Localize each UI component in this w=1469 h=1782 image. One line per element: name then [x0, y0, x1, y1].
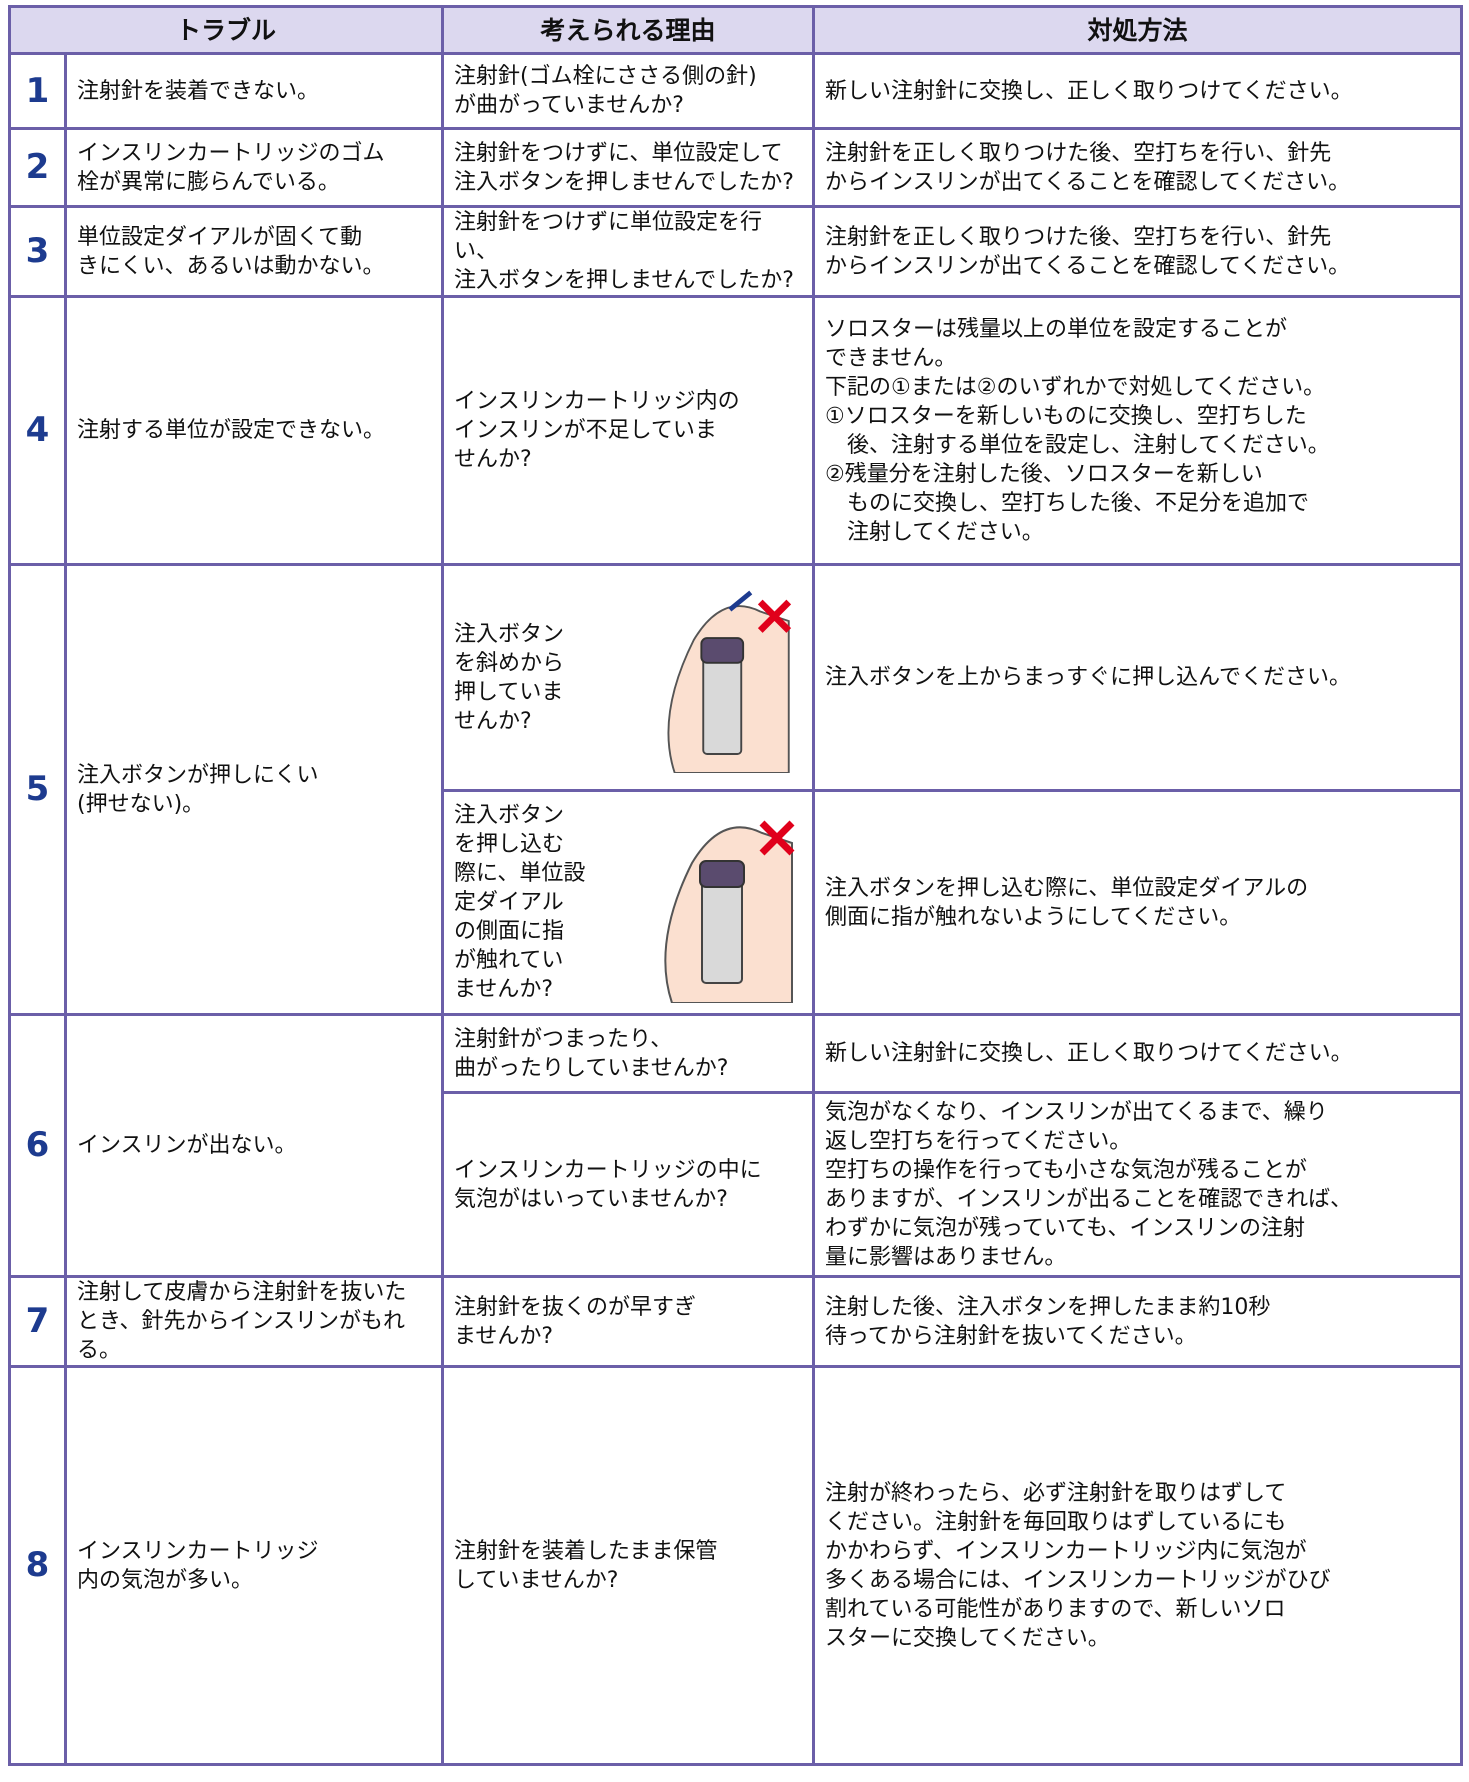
table-row: 3 単位設定ダイアルが固くて動 きにくい、あるいは動かない。 注射針をつけずに単位設… — [8, 205, 1464, 298]
remedy-cell: 気泡がなくなり、インスリンが出てくるまで、繰り 返し空打ちを行ってください。 空… — [812, 1091, 1464, 1278]
table-row: 5 注入ボタンが押しにくい (押せない)。 注入ボタン を斜めから 押していま せん… — [8, 563, 1464, 1016]
remedy-cell: 新しい注射針に交換し、正しく取りつけてください。 — [812, 1013, 1464, 1094]
remedy-cell: 注射針を正しく取りつけた後、空打ちを行い、針先 からインスリンが出てくることを確… — [812, 127, 1464, 208]
table-row: インスリンカートリッジの中に 気泡がはいっていませんか? 気泡がなくなり、インスリ… — [10, 1091, 1464, 1278]
table-row: 8 インスリンカートリッジ 内の気泡が多い。 注射針を装着したまま保管 していません… — [8, 1365, 1464, 1766]
trouble-cell: 注射する単位が設定できない。 — [63, 295, 445, 566]
reason-text: 注入ボタン を押し込む 際に、単位設 定ダイアル の側面に指 が触れてい ません… — [454, 803, 586, 1002]
reason-cell: 注入ボタン を押し込む 際に、単位設 定ダイアル の側面に指 が触れてい ません… — [441, 789, 816, 1016]
remedy-cell: 注入ボタンを上からまっすぐに押し込んでください。 — [812, 563, 1464, 792]
row-number: 6 — [8, 1013, 67, 1278]
row-number: 8 — [8, 1365, 67, 1766]
trouble-cell: 注射して皮膚から注射針を抜いた とき、針先からインスリンがもれる。 — [63, 1275, 445, 1368]
reason-cell: 注入ボタン を斜めから 押していま せんか? — [441, 563, 816, 792]
remedy-cell: ソロスターは残量以上の単位を設定することが できません。 下記の①または②のいず… — [812, 295, 1464, 566]
reason-cell: インスリンカートリッジ内の インスリンが不足していま せんか? — [441, 295, 816, 566]
illustration — [664, 820, 795, 1003]
table-row: 注入ボタン を押し込む 際に、単位設 定ダイアル の側面に指 が触れてい ません… — [10, 789, 1464, 1016]
header-cell: トラブル — [7, 5, 445, 55]
trouble-cell: インスリンカートリッジのゴム 栓が異常に膨らんでいる。 — [63, 127, 445, 208]
trouble-cell: 注入ボタンが押しにくい (押せない)。 — [63, 563, 445, 1016]
table-row: 1 注射針を装着できない。 注射針(ゴム栓にささる側の針) が曲がっていませんか? 新… — [8, 52, 1464, 130]
table-row: 2 インスリンカートリッジのゴム 栓が異常に膨らんでいる。 注射針をつけずに、単位設… — [8, 127, 1464, 208]
remedy-cell: 新しい注射針に交換し、正しく取りつけてください。 — [812, 52, 1464, 130]
illustration — [667, 590, 792, 773]
reason-cell: 注射針がつまったり、 曲がったりしていませんか? — [441, 1013, 816, 1094]
reason-cell: インスリンカートリッジの中に 気泡がはいっていませんか? — [441, 1091, 816, 1278]
header-cell: 考えられる理由 — [441, 5, 816, 55]
table-row: 6 インスリンが出ない。 注射針がつまったり、 曲がったりしていませんか? 新しい注射… — [8, 1013, 1464, 1278]
remedy-cell: 注射した後、注入ボタンを押したまま約10秒 待ってから注射針を抜いてください。 — [812, 1275, 1464, 1368]
row-number: 7 — [8, 1275, 67, 1368]
row-number: 1 — [8, 52, 67, 130]
trouble-cell: インスリンカートリッジ 内の気泡が多い。 — [63, 1365, 445, 1766]
reason-wrap: 注入ボタン を押し込む 際に、単位設 定ダイアル の側面に指 が触れてい ません… — [454, 801, 802, 1004]
header-cell: 対処方法 — [812, 5, 1464, 55]
reason-cell: 注射針をつけずに単位設定を行い、 注入ボタンを押しませんでしたか? — [441, 205, 816, 298]
row-number: 4 — [8, 295, 67, 566]
trouble-cell: 注射針を装着できない。 — [63, 52, 445, 130]
reason-cell: 注射針(ゴム栓にささる側の針) が曲がっていませんか? — [441, 52, 816, 130]
reason-text: 注入ボタン を斜めから 押していま せんか? — [454, 621, 565, 734]
table-row: 4 注射する単位が設定できない。 インスリンカートリッジ内の インスリンが不足してい… — [8, 295, 1464, 566]
reason-cell: 注射針を抜くのが早すぎ ませんか? — [441, 1275, 816, 1368]
remedy-cell: 注射が終わったら、必ず注射針を取りはずして ください。注射針を毎回取りはずしてい… — [812, 1365, 1464, 1766]
trouble-cell: インスリンが出ない。 — [63, 1013, 445, 1278]
row-number: 5 — [8, 563, 67, 1016]
reason-wrap: 注入ボタン を斜めから 押していま せんか? — [454, 583, 802, 773]
header-row: トラブル 考えられる理由 対処方法 — [7, 5, 1464, 55]
remedy-cell: 注入ボタンを押し込む際に、単位設定ダイアルの 側面に指が触れないようにしてくださ… — [812, 789, 1464, 1016]
row-number: 2 — [8, 127, 67, 208]
trouble-table: トラブル 考えられる理由 対処方法 1 注射針を装着できない。 注射針(ゴム栓にささる側… — [7, 5, 1464, 1766]
trouble-cell: 単位設定ダイアルが固くて動 きにくい、あるいは動かない。 — [63, 205, 445, 298]
reason-cell: 注射針を装着したまま保管 していませんか? — [441, 1365, 816, 1766]
row-number: 3 — [8, 205, 67, 298]
table-row: 7 注射して皮膚から注射針を抜いた とき、針先からインスリンがもれる。 注射針を抜く… — [8, 1275, 1464, 1368]
remedy-cell: 注射針を正しく取りつけた後、空打ちを行い、針先 からインスリンが出てくることを確… — [812, 205, 1464, 298]
reason-cell: 注射針をつけずに、単位設定して 注入ボタンを押しませんでしたか? — [441, 127, 816, 208]
